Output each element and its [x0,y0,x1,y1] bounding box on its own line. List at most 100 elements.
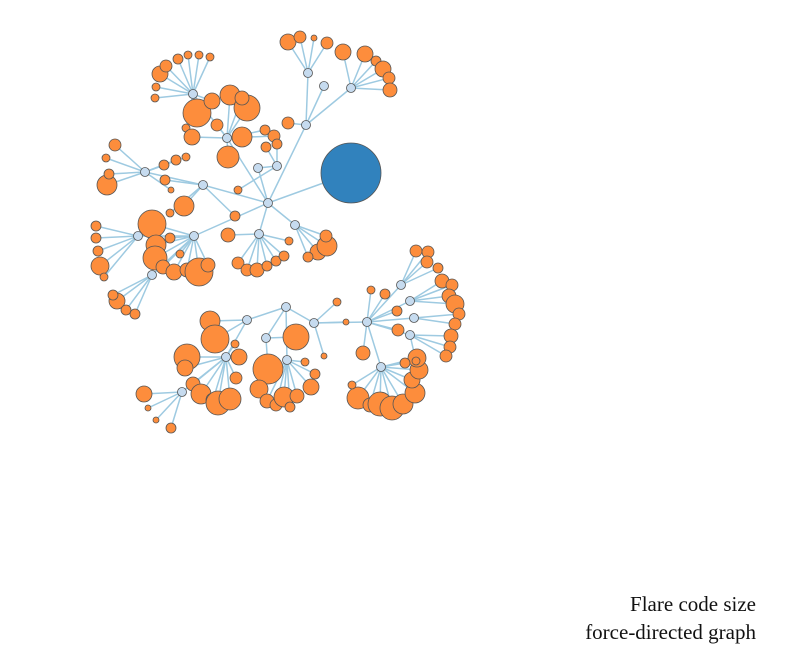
internal-node[interactable] [261,333,271,343]
leaf-node[interactable] [90,220,102,232]
leaf-node[interactable] [210,118,224,132]
internal-node[interactable] [405,330,415,340]
internal-node[interactable] [188,89,198,99]
internal-node[interactable] [362,317,372,327]
leaf-node[interactable] [366,285,376,295]
leaf-node[interactable] [391,305,403,317]
leaf-node[interactable] [194,50,204,60]
leaf-node[interactable] [165,208,175,218]
leaf-node[interactable] [150,93,160,103]
leaf-node[interactable] [320,352,328,360]
leaf-node[interactable] [101,153,111,163]
leaf-node[interactable] [231,126,253,148]
leaf-node[interactable] [175,249,185,259]
leaf-node[interactable] [289,388,305,404]
leaf-node[interactable] [181,152,191,162]
leaf-node[interactable] [252,353,284,385]
leaf-node[interactable] [409,244,423,258]
leaf-node[interactable] [183,128,201,146]
leaf-node[interactable] [90,232,102,244]
internal-node[interactable] [177,387,187,397]
internal-node[interactable] [301,120,311,130]
internal-node[interactable] [133,231,143,241]
internal-node[interactable] [282,355,292,365]
internal-node[interactable] [409,313,419,323]
leaf-node[interactable] [120,304,132,316]
leaf-node[interactable] [399,357,411,369]
leaf-node[interactable] [356,45,374,63]
leaf-node[interactable] [229,210,241,222]
internal-node[interactable] [221,352,231,362]
leaf-node[interactable] [261,260,273,272]
leaf-node[interactable] [302,378,320,396]
leaf-node[interactable] [103,168,115,180]
internal-node[interactable] [242,315,252,325]
leaf-node[interactable] [200,257,216,273]
internal-node[interactable] [147,270,157,280]
internal-node[interactable] [222,133,232,143]
internal-node[interactable] [405,296,415,306]
leaf-node[interactable] [319,229,333,243]
leaf-node[interactable] [347,380,357,390]
leaf-node[interactable] [182,98,212,128]
leaf-node[interactable] [183,50,193,60]
root-node[interactable] [263,198,273,208]
leaf-node[interactable] [249,379,269,399]
leaf-node[interactable] [382,71,396,85]
leaf-node[interactable] [342,318,350,326]
leaf-node[interactable] [216,145,240,169]
leaf-node[interactable] [220,227,236,243]
leaf-node[interactable] [278,250,290,262]
leaf-node[interactable] [391,323,405,337]
leaf-node[interactable] [302,251,314,263]
leaf-node[interactable] [282,323,310,351]
leaf-node[interactable] [230,348,248,366]
leaf-node[interactable] [230,339,240,349]
leaf-node[interactable] [260,141,272,153]
internal-node[interactable] [253,163,263,173]
leaf-node[interactable] [411,356,421,366]
leaf-node[interactable] [159,59,173,73]
internal-node[interactable] [290,220,300,230]
leaf-node[interactable] [158,159,170,171]
leaf-node[interactable] [90,256,110,276]
leaf-node[interactable] [293,30,307,44]
internal-node[interactable] [303,68,313,78]
leaf-node[interactable] [170,154,182,166]
leaf-node[interactable] [92,245,104,257]
leaf-node[interactable] [107,289,119,301]
leaf-node[interactable] [420,255,434,269]
leaf-node[interactable] [167,186,175,194]
leaf-node[interactable] [203,92,221,110]
leaf-node[interactable] [300,357,310,367]
leaf-node[interactable] [432,262,444,274]
leaf-node[interactable] [271,138,283,150]
leaf-node[interactable] [165,263,183,281]
leaf-node[interactable] [152,416,160,424]
leaf-node[interactable] [165,422,177,434]
leaf-node[interactable] [172,53,184,65]
leaf-node[interactable] [234,90,250,106]
leaf-node[interactable] [218,387,242,411]
leaf-node[interactable] [270,255,282,267]
internal-node[interactable] [309,318,319,328]
leaf-node[interactable] [284,401,296,413]
leaf-node[interactable] [448,317,462,331]
leaf-node[interactable] [129,308,141,320]
internal-node[interactable] [319,81,329,91]
leaf-node[interactable] [320,36,334,50]
leaf-node[interactable] [379,288,391,300]
leaf-node[interactable] [99,272,109,282]
leaf-node[interactable] [281,116,295,130]
leaf-node[interactable] [259,124,271,136]
leaf-node[interactable] [144,404,152,412]
leaf-node[interactable] [176,359,194,377]
internal-node[interactable] [140,167,150,177]
leaf-node[interactable] [332,297,342,307]
leaf-node[interactable] [334,43,352,61]
internal-node[interactable] [376,362,386,372]
internal-node[interactable] [346,83,356,93]
internal-node[interactable] [396,280,406,290]
leaf-node[interactable] [310,34,318,42]
